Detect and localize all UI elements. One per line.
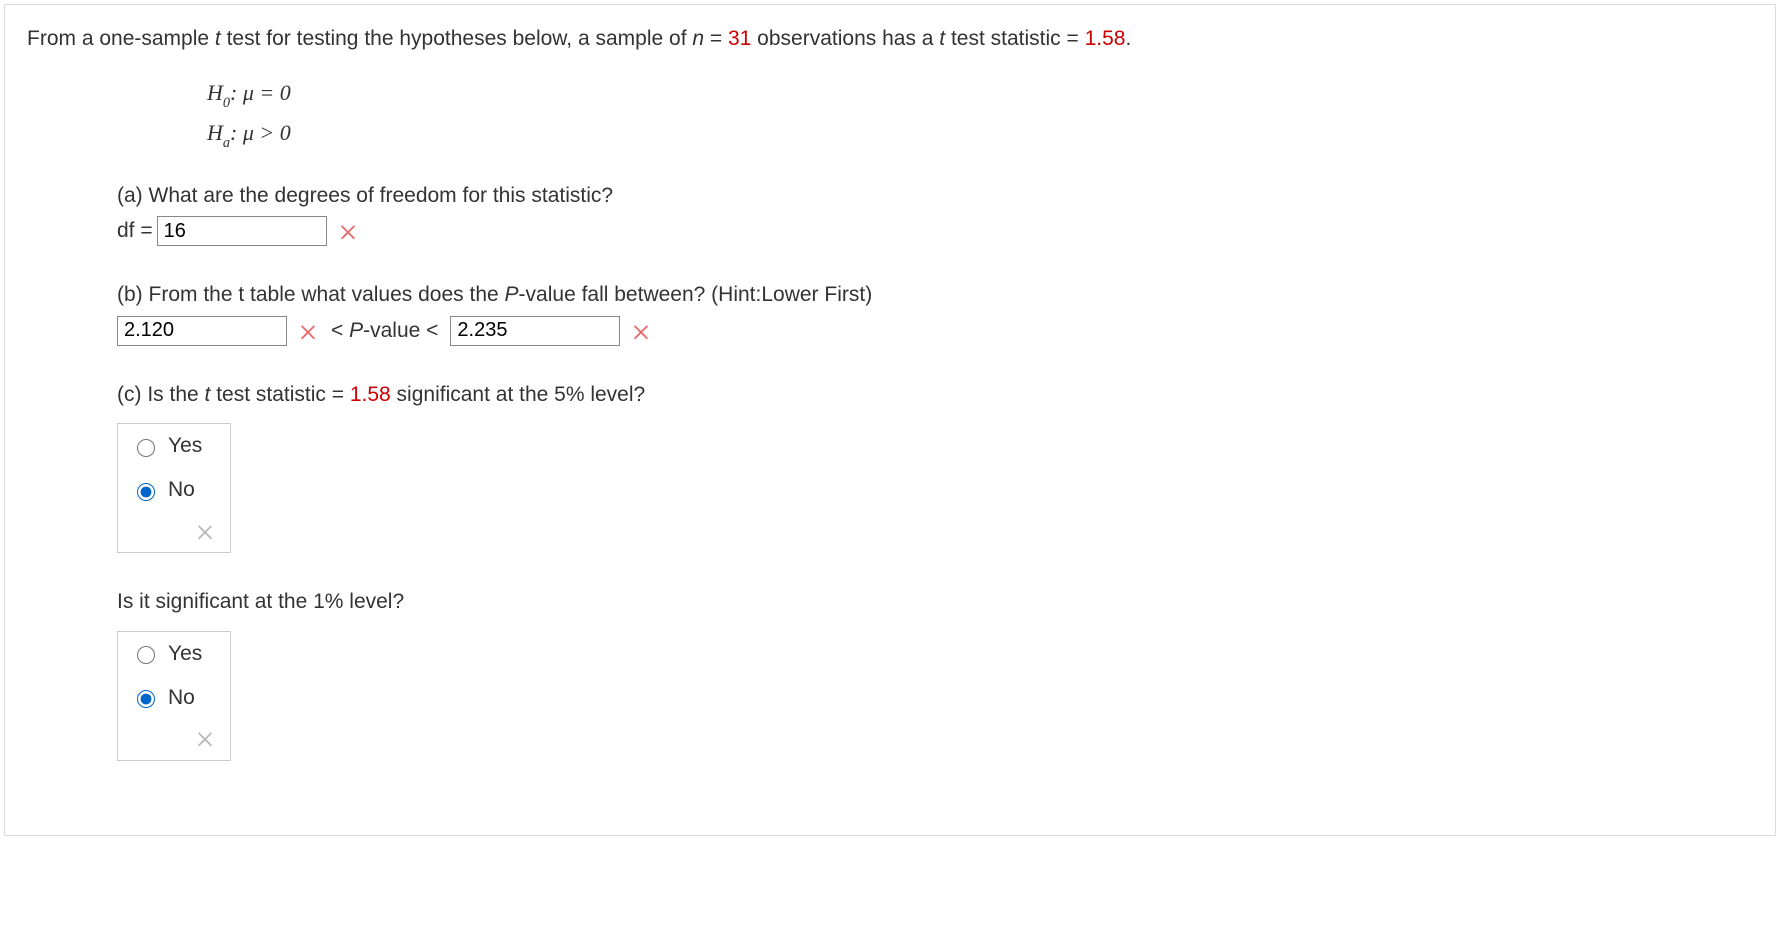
part-a-question: (a) What are the degrees of freedom for …	[117, 181, 1753, 210]
radio-no[interactable]	[137, 690, 155, 708]
intro-stat-value: 1.58	[1085, 27, 1126, 50]
part-c-feedback	[118, 512, 230, 552]
part-c-option-yes[interactable]: Yes	[118, 424, 230, 468]
intro-text-1: From a one-sample	[27, 27, 215, 50]
part-c-radio-group: Yes No	[117, 423, 231, 553]
question-container: From a one-sample t test for testing the…	[4, 4, 1776, 836]
part-c-question: (c) Is the t test statistic = 1.58 signi…	[117, 380, 1753, 409]
intro-n-value: 31	[728, 27, 751, 50]
part-c: (c) Is the t test statistic = 1.58 signi…	[117, 380, 1753, 553]
option-label: Yes	[168, 642, 202, 666]
incorrect-icon	[297, 320, 319, 342]
part-c-pre: (c) Is the	[117, 383, 205, 406]
option-label: Yes	[168, 434, 202, 458]
pv-lt1: <	[331, 319, 349, 342]
intro-text-3: observations has a	[751, 27, 939, 50]
part-a: (a) What are the degrees of freedom for …	[117, 181, 1753, 246]
hypotheses-block: H0: μ = 0 Ha: μ > 0	[207, 75, 1753, 154]
pv-P: P	[349, 319, 363, 342]
part-d-option-no[interactable]: No	[118, 676, 230, 720]
radio-no[interactable]	[137, 483, 155, 501]
incorrect-icon	[337, 220, 359, 242]
part-b-P: P	[505, 283, 519, 306]
part-c-stat: 1.58	[350, 383, 391, 406]
alt-hypothesis: Ha: μ > 0	[207, 115, 1753, 153]
pvalue-lower-input[interactable]	[117, 316, 287, 346]
pv-lt2: -value <	[363, 319, 438, 342]
df-prefix: df =	[117, 219, 153, 243]
part-b-question: (b) From the t table what values does th…	[117, 280, 1753, 309]
incorrect-icon	[194, 520, 216, 542]
h0-sub: 0	[223, 95, 230, 111]
df-input[interactable]	[157, 216, 327, 246]
question-intro: From a one-sample t test for testing the…	[27, 23, 1753, 55]
null-hypothesis: H0: μ = 0	[207, 75, 1753, 113]
pvalue-mid-label: < P-value <	[331, 319, 438, 343]
h0-body: : μ = 0	[230, 80, 291, 105]
part-b-post: -value fall between? (Hint:Lower First)	[519, 283, 873, 306]
intro-text-4: test statistic =	[945, 27, 1084, 50]
part-d-feedback	[118, 720, 230, 760]
option-label: No	[168, 478, 195, 502]
incorrect-icon	[194, 727, 216, 749]
part-d-option-yes[interactable]: Yes	[118, 632, 230, 676]
radio-yes[interactable]	[137, 439, 155, 457]
ha-body: : μ > 0	[230, 120, 291, 145]
option-label: No	[168, 686, 195, 710]
intro-text-2: test for testing the hypotheses below, a…	[221, 27, 693, 50]
part-c-mid: test statistic =	[210, 383, 349, 406]
intro-eq: =	[704, 27, 728, 50]
h0-H: H	[207, 80, 223, 105]
incorrect-icon	[630, 320, 652, 342]
ha-sub: a	[223, 135, 230, 151]
part-b: (b) From the t table what values does th…	[117, 280, 1753, 345]
part-d-radio-group: Yes No	[117, 631, 231, 761]
part-d-question: Is it significant at the 1% level?	[117, 587, 1753, 616]
pvalue-upper-input[interactable]	[450, 316, 620, 346]
part-c-post: significant at the 5% level?	[391, 383, 645, 406]
radio-yes[interactable]	[137, 646, 155, 664]
intro-n: n	[692, 27, 704, 50]
ha-H: H	[207, 120, 223, 145]
intro-period: .	[1125, 27, 1131, 50]
part-b-pre: (b) From the t table what values does th…	[117, 283, 505, 306]
part-c-option-no[interactable]: No	[118, 468, 230, 512]
part-d: Is it significant at the 1% level? Yes N…	[117, 587, 1753, 760]
